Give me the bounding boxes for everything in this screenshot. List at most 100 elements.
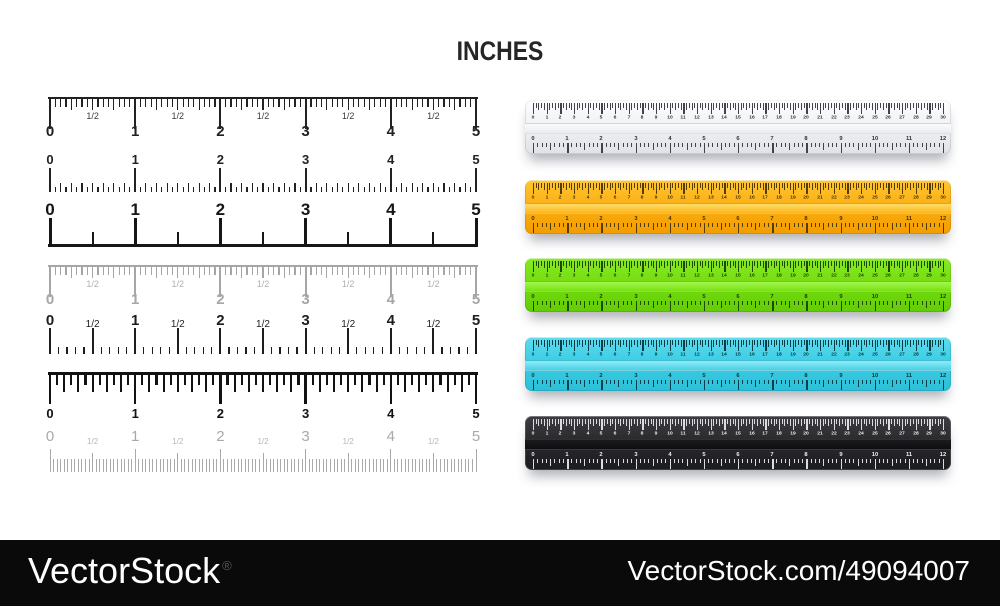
tick-mark [340, 375, 343, 385]
tick-mark [358, 183, 360, 192]
scale-number: 6 [736, 372, 740, 379]
scale-number: 25 [871, 350, 878, 357]
tick-mark [825, 103, 827, 108]
tick-mark [806, 380, 808, 390]
tick-mark [134, 168, 137, 192]
tick-mark [590, 419, 592, 424]
tick-mark [707, 340, 709, 347]
tick-mark [716, 340, 718, 345]
tick-mark [471, 459, 473, 472]
tick-mark [604, 103, 606, 110]
tick-mark [595, 340, 597, 345]
tick-mark [861, 380, 863, 384]
ruler-green: 0 1 2 3 4 5 6 7 8 9 10 11 12 13 14 15 16 17 18 19 20 21 22 23 24… [525, 258, 951, 312]
tick-mark [289, 187, 291, 192]
tick-mark [748, 103, 750, 108]
scale-number: 5 [471, 312, 481, 329]
tick-mark [770, 419, 772, 424]
tick-mark [767, 223, 769, 227]
tick-mark [740, 183, 742, 190]
scale-number: 8 [804, 215, 808, 222]
tick-mark [622, 143, 624, 147]
tick-mark [549, 261, 551, 268]
tick-mark [606, 103, 608, 108]
scale-number: 14 [721, 113, 728, 120]
tick-mark [847, 261, 849, 272]
scale-number: 9 [838, 135, 843, 142]
tick-mark [669, 103, 671, 114]
tick-mark [825, 261, 827, 266]
tick-mark [836, 419, 838, 424]
scale-number: 3 [301, 291, 310, 308]
half-inch-label: 1/2 [427, 279, 440, 289]
tick-mark [841, 419, 843, 424]
tick-mark [595, 183, 597, 188]
tick-mark [929, 103, 931, 114]
ruler-middle-band [525, 360, 951, 371]
tick-mark [732, 261, 734, 266]
tick-mark [562, 301, 564, 305]
tick-mark [105, 375, 108, 392]
tick-mark [374, 187, 376, 192]
tick-mark [891, 340, 893, 345]
tick-mark [543, 103, 545, 110]
tick-mark [729, 261, 731, 268]
tick-mark [612, 183, 614, 188]
tick-mark [470, 267, 472, 275]
watermark-brand-text: VectorStock [28, 550, 221, 591]
tick-mark [617, 261, 619, 266]
tick-mark [656, 183, 658, 194]
tick-mark [283, 183, 285, 192]
tick-mark [757, 340, 759, 347]
tick-mark [797, 459, 799, 463]
tick-mark [223, 459, 225, 472]
tick-mark [438, 267, 440, 275]
tick-mark [253, 347, 256, 354]
scale-bottom-line [48, 244, 478, 247]
tick-mark [77, 459, 79, 472]
tick-mark [557, 103, 559, 108]
tick-mark [891, 301, 893, 308]
tick-mark [579, 380, 581, 384]
tick-mark [361, 459, 363, 472]
tick-mark [631, 261, 633, 268]
tick-mark [440, 459, 441, 472]
tick-mark [606, 419, 608, 424]
tick-mark [113, 99, 115, 110]
tick-mark [721, 340, 723, 345]
tick-mark [622, 223, 624, 227]
tick-mark [883, 143, 885, 147]
tick-mark [863, 419, 865, 424]
tick-mark [795, 103, 797, 110]
tick-mark [609, 419, 611, 426]
tick-mark [571, 459, 573, 463]
tick-mark [406, 99, 408, 107]
tick-mark [235, 267, 237, 275]
tick-mark [713, 419, 715, 426]
tick-mark [686, 223, 688, 230]
tick-mark [789, 143, 791, 150]
tick-mark [814, 419, 816, 424]
tick-mark [331, 267, 333, 275]
tick-mark [866, 261, 868, 268]
tick-mark [279, 347, 281, 354]
tick-mark [170, 459, 172, 472]
tick-mark [762, 103, 764, 110]
tick-mark [267, 267, 269, 275]
scale-number: 26 [885, 193, 892, 200]
scale-number: 3 [633, 372, 638, 379]
tick-mark [166, 183, 168, 192]
tick-mark [840, 223, 842, 233]
tick-mark [54, 99, 56, 107]
tick-mark [795, 261, 797, 268]
scale-number: 13 [707, 113, 714, 120]
tick-mark [177, 99, 179, 110]
scale-number: 29 [926, 429, 933, 436]
tick-mark [858, 103, 860, 108]
tick-mark [541, 459, 543, 463]
tick-mark [368, 267, 371, 278]
tick-mark [870, 459, 872, 463]
tick-mark [680, 183, 682, 190]
tick-mark [344, 459, 346, 472]
